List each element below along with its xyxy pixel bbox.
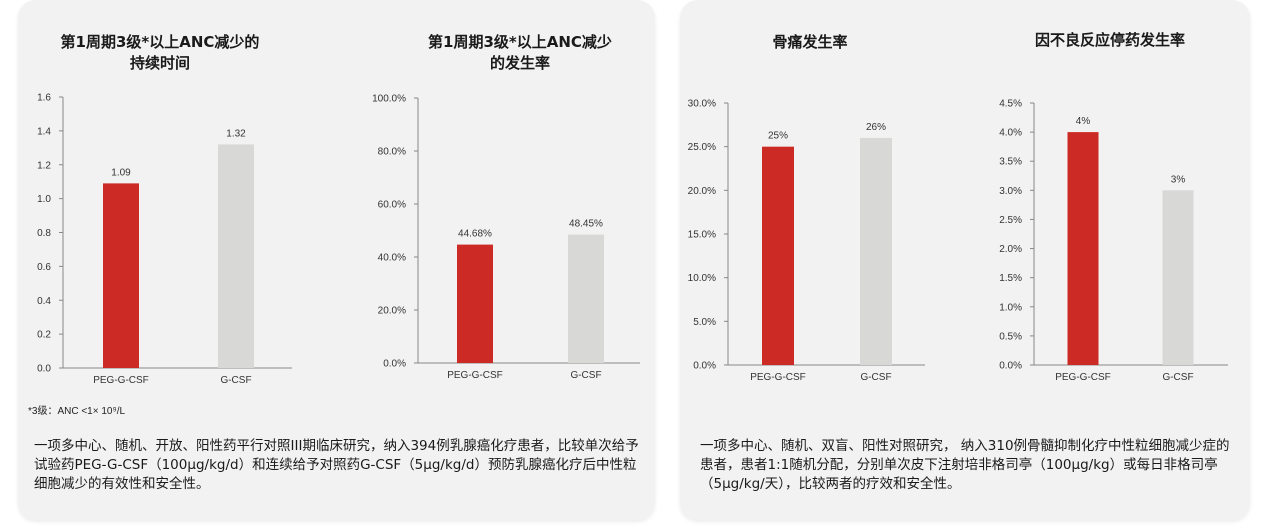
chart-2-category-label: PEG-G-CSF bbox=[447, 370, 503, 381]
chart-1-value-label: 1.32 bbox=[226, 128, 246, 139]
chart-4-y-tick-label: 3.5% bbox=[999, 157, 1022, 168]
chart-4-y-tick-label: 2.5% bbox=[999, 215, 1022, 226]
chart-3-value-label: 25% bbox=[768, 131, 788, 142]
chart-4-category-label: G-CSF bbox=[1162, 372, 1193, 383]
chart-3-y-tick-label: 10.0% bbox=[688, 273, 716, 284]
chart-4-y-tick-label: 4.5% bbox=[999, 99, 1022, 110]
chart-3-y-tick-label: 30.0% bbox=[688, 99, 716, 110]
chart-1-category-label: PEG-G-CSF bbox=[93, 375, 149, 386]
chart-4-y-tick-label: 4.0% bbox=[999, 128, 1022, 139]
chart-3-y-tick-label: 20.0% bbox=[688, 186, 716, 197]
chart-1-y-tick-label: 0.2 bbox=[37, 330, 51, 341]
chart-3-y-tick-label: 5.0% bbox=[693, 317, 716, 328]
chart-1-y-tick-label: 1.6 bbox=[37, 93, 51, 104]
chart-1-title: 第1周期3级*以上ANC减少的 持续时间 bbox=[60, 33, 260, 72]
chart-3-y-tick-label: 15.0% bbox=[688, 230, 716, 241]
chart-1-y-tick-label: 0.4 bbox=[37, 296, 51, 307]
chart-3-bar-peg-g-csf bbox=[762, 146, 794, 365]
chart-2-bar-peg-g-csf bbox=[457, 244, 493, 363]
chart-4-y-tick-label: 1.0% bbox=[999, 302, 1022, 313]
chart-1-value-label: 1.09 bbox=[111, 167, 131, 178]
chart-2-bar-g-csf bbox=[568, 234, 604, 363]
chart-2-y-tick-label: 80.0% bbox=[378, 147, 406, 158]
chart-4-bar-peg-g-csf bbox=[1067, 132, 1099, 365]
chart-1-y-tick-label: 0.6 bbox=[37, 262, 51, 273]
chart-4-title: 因不良反应停药发生率 bbox=[1034, 31, 1185, 49]
chart-3-category-label: G-CSF bbox=[860, 372, 891, 383]
chart-1-category-label: G-CSF bbox=[220, 375, 251, 386]
chart-2-value-label: 44.68% bbox=[458, 229, 492, 240]
chart-1-y-tick-label: 0.8 bbox=[37, 228, 51, 239]
chart-1-bar-peg-g-csf bbox=[103, 183, 139, 368]
chart-2-title: 第1周期3级*以上ANC减少 的发生率 bbox=[428, 33, 612, 72]
chart-2-y-tick-label: 40.0% bbox=[378, 253, 406, 264]
chart-3-y-tick-label: 0.0% bbox=[693, 361, 716, 372]
left-study-description: 一项多中心、随机、开放、阳性药平行对照III期临床研究，纳入394例乳腺癌化疗患… bbox=[34, 438, 639, 492]
chart-1-y-tick-label: 1.2 bbox=[37, 160, 51, 171]
chart-2-y-tick-label: 0.0% bbox=[383, 359, 406, 370]
chart-4-value-label: 4% bbox=[1076, 116, 1091, 127]
chart-3-value-label: 26% bbox=[866, 122, 886, 133]
chart-3-bar-g-csf bbox=[860, 137, 892, 365]
chart-4-category-label: PEG-G-CSF bbox=[1055, 372, 1111, 383]
chart-2-y-tick-label: 60.0% bbox=[378, 200, 406, 211]
right-study-description: 一项多中心、随机、双盲、阳性对照研究， 纳入310例骨髓抑制化疗中性粒细胞减少症… bbox=[700, 438, 1230, 492]
chart-3-title: 骨痛发生率 bbox=[772, 33, 848, 51]
chart-4-y-tick-label: 3.0% bbox=[999, 186, 1022, 197]
chart-3-category-label: PEG-G-CSF bbox=[750, 372, 806, 383]
chart-1-y-tick-label: 1.0 bbox=[37, 194, 51, 205]
chart-2-category-label: G-CSF bbox=[570, 370, 601, 381]
chart-4-y-tick-label: 0.0% bbox=[999, 361, 1022, 372]
chart-4-y-tick-label: 0.5% bbox=[999, 331, 1022, 342]
chart-2-y-tick-label: 100.0% bbox=[372, 94, 406, 105]
chart-2-value-label: 48.45% bbox=[569, 219, 603, 230]
chart-4-y-tick-label: 2.0% bbox=[999, 244, 1022, 255]
footnote: *3级：ANC <1× 10⁹/L bbox=[28, 406, 126, 417]
chart-4-value-label: 3% bbox=[1171, 174, 1186, 185]
chart-3-y-tick-label: 25.0% bbox=[688, 142, 716, 153]
chart-1-y-tick-label: 1.4 bbox=[37, 126, 51, 137]
chart-1-y-tick-label: 0.0 bbox=[37, 364, 51, 375]
chart-1-bar-g-csf bbox=[218, 144, 254, 368]
chart-2-y-tick-label: 20.0% bbox=[378, 306, 406, 317]
chart-4-bar-g-csf bbox=[1162, 190, 1194, 365]
chart-4-y-tick-label: 1.5% bbox=[999, 273, 1022, 284]
